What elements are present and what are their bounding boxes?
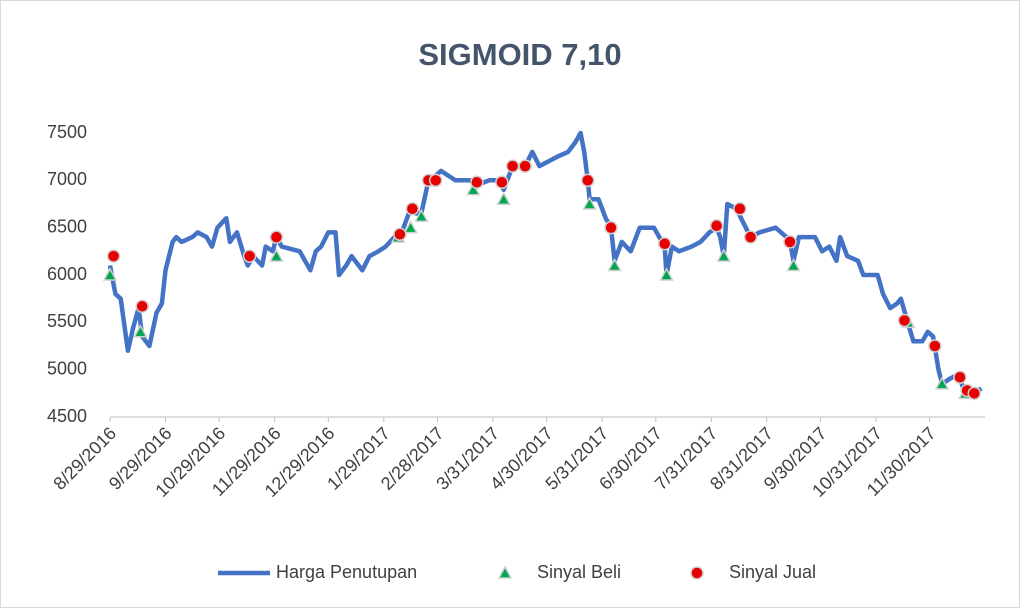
sell-signal (928, 339, 942, 353)
buy-signal (786, 257, 801, 272)
buy-signal (133, 324, 148, 338)
sell-signal (518, 159, 532, 173)
sell-signal (657, 237, 672, 251)
y-tick-label: 7000 (47, 169, 87, 189)
sell-signal (269, 230, 284, 244)
buy-signal (934, 376, 950, 390)
buy-signal (716, 248, 732, 262)
sell-signal (242, 249, 257, 263)
sell-signal (505, 159, 520, 173)
sell-signal (733, 201, 747, 216)
sell-signal (470, 175, 484, 189)
legend-label: Sinyal Jual (729, 562, 816, 582)
legend-swatch (690, 566, 704, 580)
buy-signal (607, 257, 622, 272)
sell-signal (495, 175, 509, 189)
y-tick-label: 6000 (47, 264, 87, 284)
sell-signal (967, 386, 982, 401)
sell-signal (428, 173, 443, 188)
y-tick-label: 4500 (47, 406, 87, 426)
sell-signal (743, 230, 758, 244)
sell-signal (405, 201, 420, 216)
sell-signal (604, 220, 618, 235)
buy-signal (269, 248, 284, 262)
buy-signal (465, 182, 481, 196)
legend-label: Sinyal Beli (537, 562, 621, 582)
sell-signal (581, 173, 595, 188)
y-tick-label: 6500 (47, 216, 87, 236)
sell-signal (953, 370, 967, 384)
sell-signal (393, 227, 407, 242)
legend-swatch (497, 565, 513, 579)
buy-signal (659, 267, 674, 281)
chart-title: SIGMOID 7,10 (418, 37, 621, 72)
buy-signal (414, 208, 429, 223)
legend-label: Harga Penutupan (276, 562, 417, 582)
sell-signal (106, 249, 121, 263)
buy-signal (102, 267, 118, 281)
y-tick-label: 5000 (47, 358, 87, 378)
sell-signal (135, 299, 149, 313)
sell-signal (783, 235, 797, 249)
sell-signal (709, 219, 724, 233)
sell-signal (897, 313, 912, 328)
buy-signal (403, 220, 418, 234)
y-tick-label: 7500 (47, 122, 87, 142)
buy-signal (496, 191, 511, 206)
price-line (107, 130, 983, 396)
y-tick-label: 5500 (47, 311, 87, 331)
buy-signal (582, 196, 597, 210)
